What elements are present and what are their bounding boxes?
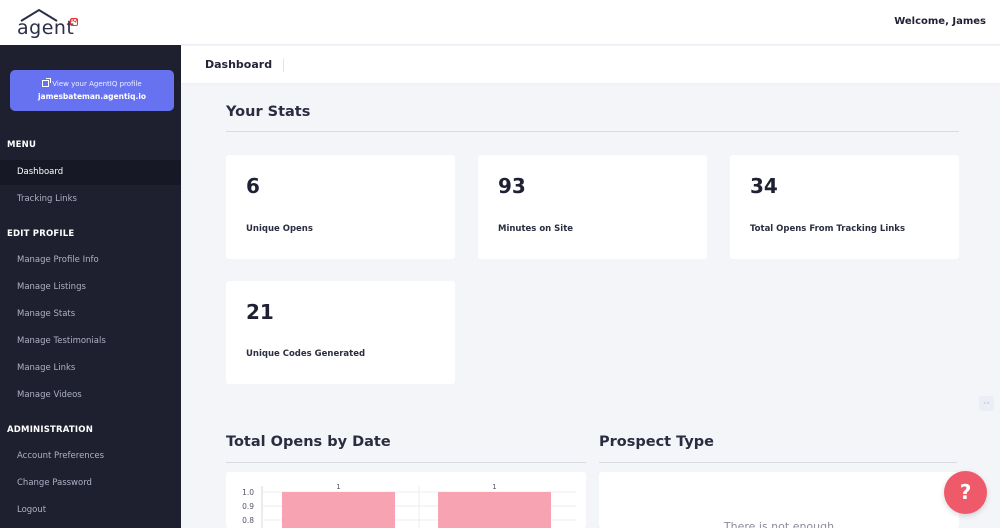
chart-y-tick-label: 0.8: [242, 516, 254, 525]
view-profile-line: View your AgentIQ profile: [10, 78, 174, 88]
prospect-type-panel: There is not enough: [599, 472, 959, 528]
chart-y-tick-label: 0.9: [242, 502, 254, 511]
prospect-divider: [599, 462, 957, 463]
menu-section-title: MENU: [7, 140, 37, 150]
sidebar-item-tracking-links[interactable]: Tracking Links: [17, 194, 77, 204]
opens-by-date-chart-panel: 1.0 0.9 0.8 1 1: [226, 472, 586, 528]
breadcrumb-divider: [283, 58, 284, 72]
stat-label: Unique Opens: [246, 224, 313, 234]
sidebar-item-change-password[interactable]: Change Password: [17, 478, 92, 488]
sidebar-item-manage-listings[interactable]: Manage Listings: [17, 282, 86, 292]
sidebar-item-manage-profile-info[interactable]: Manage Profile Info: [17, 255, 99, 265]
agentiq-logo[interactable]: agent IQ: [17, 8, 87, 38]
external-link-icon: [42, 78, 52, 87]
top-bar: Welcome, James: [181, 0, 1000, 45]
opens-by-date-heading: Total Opens by Date: [226, 434, 391, 450]
stat-label: Total Opens From Tracking Links: [750, 224, 906, 234]
sidebar-item-manage-videos[interactable]: Manage Videos: [17, 390, 82, 400]
sidebar-item-manage-links[interactable]: Manage Links: [17, 363, 76, 373]
sidebar-item-manage-stats[interactable]: Manage Stats: [17, 309, 76, 319]
stat-label: Unique Codes Generated: [246, 349, 366, 359]
logo-badge: IQ: [70, 18, 78, 26]
help-button[interactable]: ?: [944, 471, 987, 514]
logo-text: agent: [17, 17, 75, 39]
stat-card-minutes-on-site: 93 Minutes on Site: [478, 155, 707, 259]
view-profile-button[interactable]: View your AgentIQ profile jamesbateman.a…: [10, 70, 174, 111]
stat-card-tracking-link-opens: 34 Total Opens From Tracking Links: [730, 155, 959, 259]
opens-divider: [226, 462, 586, 463]
chart-bar[interactable]: [282, 492, 395, 528]
prospect-empty-message: There is not enough: [723, 520, 835, 528]
stat-value: 6: [246, 174, 260, 198]
stat-value: 21: [246, 300, 274, 324]
stats-heading: Your Stats: [226, 104, 311, 120]
chart-data-label: 1: [336, 483, 340, 491]
chart-y-tick-label: 1.0: [242, 488, 254, 497]
page-title: Dashboard: [205, 58, 273, 71]
prospect-type-heading: Prospect Type: [599, 434, 714, 450]
sidebar-item-manage-testimonials[interactable]: Manage Testimonials: [17, 336, 106, 346]
sidebar-item-account-preferences[interactable]: Account Preferences: [17, 451, 105, 461]
chart-data-label: 1: [492, 483, 496, 491]
sidebar-item-logout[interactable]: Logout: [17, 505, 47, 515]
edit-profile-section-title: EDIT PROFILE: [7, 229, 75, 239]
opens-by-date-chart: 1.0 0.9 0.8 1 1: [242, 483, 576, 528]
stat-value: 34: [750, 174, 778, 198]
sidebar-item-dashboard[interactable]: Dashboard: [0, 160, 181, 185]
sidebar: View your AgentIQ profile jamesbateman.a…: [0, 45, 181, 528]
chart-bar[interactable]: [438, 492, 551, 528]
stat-card-unique-codes: 21 Unique Codes Generated: [226, 281, 455, 384]
profile-url: jamesbateman.agentiq.io: [37, 92, 147, 101]
welcome-text: Welcome, James: [894, 16, 986, 27]
stats-divider: [226, 131, 959, 132]
stat-card-unique-opens: 6 Unique Opens: [226, 155, 455, 259]
stat-label: Minutes on Site: [498, 224, 574, 234]
logo-area: agent IQ: [0, 0, 181, 45]
mini-widget[interactable]: ◦◦: [979, 396, 994, 411]
house-roof-icon: [20, 8, 58, 22]
breadcrumb: Dashboard: [181, 46, 1000, 83]
stat-value: 93: [498, 174, 526, 198]
view-profile-label: View your AgentIQ profile: [52, 80, 142, 88]
administration-section-title: ADMINISTRATION: [7, 425, 94, 435]
